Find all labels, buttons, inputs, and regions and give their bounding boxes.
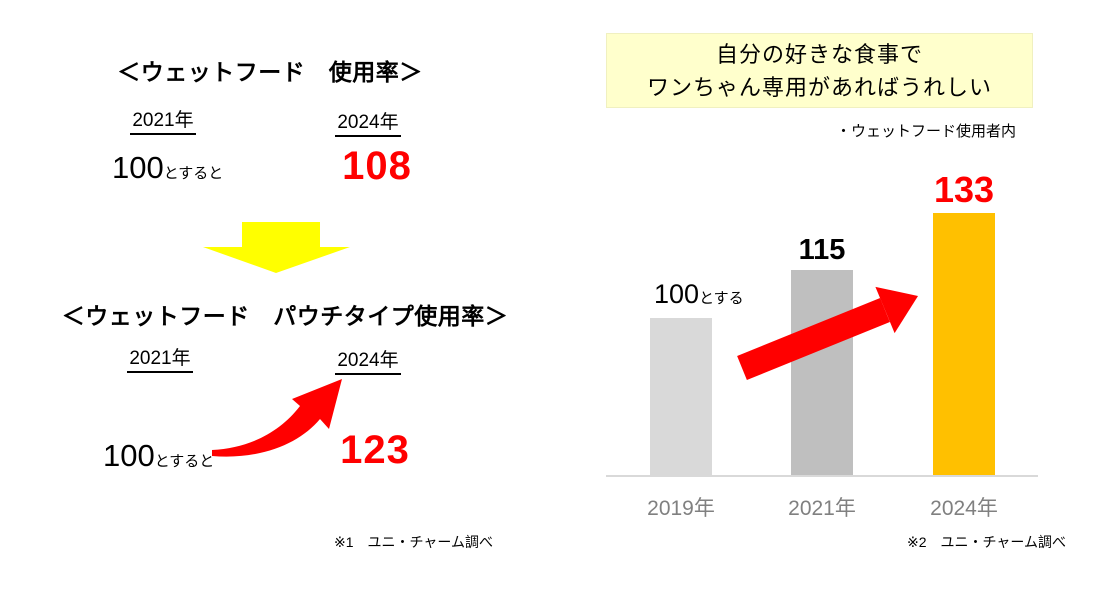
pouch-usage-title: ＜ウェットフード パウチタイプ使用率＞	[61, 303, 509, 329]
survey-footnote-1: ※1 ユニ・チャーム調べ	[334, 534, 493, 550]
usage-base-value: 100	[112, 150, 164, 185]
pouch-index-2024: 123	[340, 428, 410, 472]
headline-line2: ワンちゃん専用があればうれしい	[646, 74, 992, 100]
usage-base-index: 100とすると	[112, 150, 223, 186]
pouch-year-to-label: 2024年	[323, 345, 413, 375]
bar-value-2024年: 133	[933, 169, 995, 210]
pouch-base-value: 100	[103, 438, 155, 473]
category-label-2024年: 2024年	[930, 497, 998, 520]
headline-line1: 自分の好きな食事で	[715, 41, 923, 67]
category-label-2019年: 2019年	[647, 497, 715, 520]
bar-chart: 100とする 2019年 115 2021年 133 2024年	[606, 160, 1046, 560]
pouch-year-to-text: 2024年	[335, 345, 401, 375]
headline-box: 自分の好きな食事で ワンちゃん専用があればうれしい	[606, 33, 1033, 108]
wet-food-usage-title: ＜ウェットフード 使用率＞	[117, 59, 423, 85]
down-arrow-icon	[203, 222, 350, 273]
usage-year-to-label: 2024年	[323, 107, 413, 137]
usage-year-from-label: 2021年	[118, 105, 208, 135]
usage-year-to-text: 2024年	[335, 107, 401, 137]
survey-footnote-2: ※2 ユニ・チャーム調べ	[907, 534, 1066, 550]
pouch-year-from-label: 2021年	[115, 343, 205, 373]
wet-food-users-note: ・ウェットフード使用者内	[835, 123, 1016, 140]
category-label-2021年: 2021年	[788, 497, 856, 520]
bar-value-2019年: 100	[654, 279, 700, 309]
bar-2021年	[791, 270, 853, 476]
pouch-base-suffix: とすると	[154, 453, 215, 470]
bar-value-2021年: 115	[798, 234, 846, 266]
usage-base-suffix: とすると	[163, 165, 224, 182]
bar-2024年	[933, 213, 995, 476]
bar-2019年	[650, 318, 712, 476]
bar-label-2024年: 133	[934, 172, 994, 208]
usage-year-from-text: 2021年	[130, 105, 196, 135]
bar-label-2019年: 100とする	[654, 281, 744, 308]
curved-up-arrow-icon	[212, 376, 347, 461]
bar-value-suffix: とする	[699, 290, 744, 307]
x-axis-line	[606, 475, 1038, 477]
usage-index-2024: 108	[342, 144, 412, 188]
bar-label-2021年: 115	[799, 236, 846, 265]
pouch-base-index: 100とすると	[103, 438, 214, 474]
pouch-year-from-text: 2021年	[127, 343, 193, 373]
